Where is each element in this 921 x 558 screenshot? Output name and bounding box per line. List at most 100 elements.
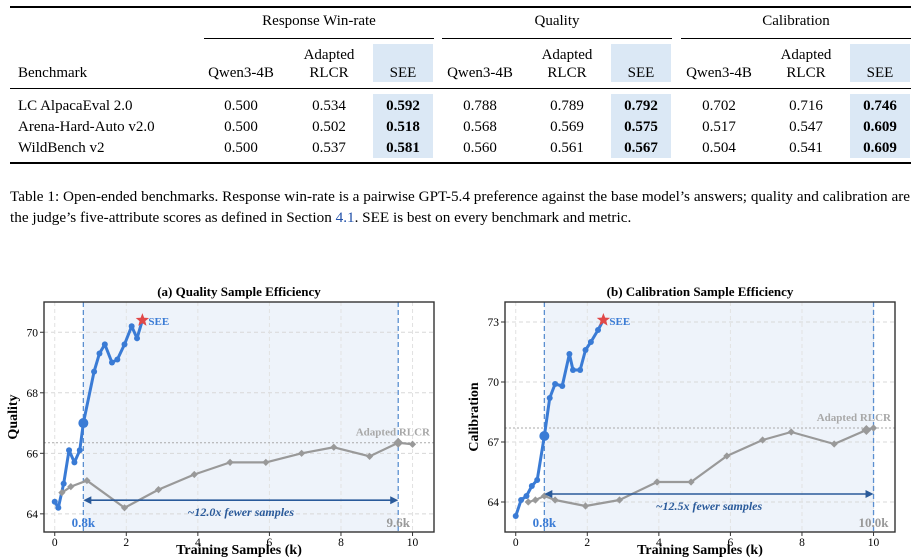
y-tick-label: 64 [488,497,500,509]
vline-label: 0.8k [72,515,96,530]
rlcr-data-point [759,436,767,444]
see-data-point [552,381,559,387]
see-data-point [566,351,573,357]
arrow-head-left [544,490,553,498]
see-data-point [66,447,73,454]
benchmark-name: Arena-Hard-Auto v2.0 [18,119,155,135]
score-cell: 0.534 [312,98,346,114]
results-table: Response Win-rate Quality Calibration Be… [0,0,921,170]
rlcr-data-point [869,424,878,432]
see-data-point [528,483,535,489]
score-cell: 0.504 [702,140,736,156]
see-data-point [134,335,141,342]
x-axis-label: Training Samples (k) [176,543,302,558]
see-data-point [71,459,78,466]
rlcr-data-point [524,498,532,506]
rlcr-data-point [581,502,590,510]
see-series-line [53,319,144,510]
x-tick-label: 4 [656,537,662,549]
x-tick-label: 0 [52,537,58,549]
see-data-point [539,431,550,441]
column-header-rlcr-top: Adapted [541,47,593,63]
rlcr-data-point [687,478,695,486]
group-rule [681,38,911,39]
rlcr-data-point [298,449,306,457]
arrow-head-right [865,490,874,498]
efficiency-annotation: ~12.0x fewer samples [188,505,295,519]
rlcr-data-point [787,428,795,436]
x-tick-label: 8 [799,537,805,549]
score-cell: 0.541 [789,140,823,156]
rlcr-series-label: Adapted RLCR [356,427,431,439]
rlcr-data-point [723,452,731,460]
column-header-see: SEE [389,65,417,81]
arrow-head-left [83,496,92,505]
arrow-head-right [390,496,399,505]
rlcr-data-point [861,425,872,435]
table-bottom-rule [10,162,911,164]
vline-label: 0.8k [533,515,557,530]
rlcr-data-point [830,440,838,448]
group-header-quality: Quality [534,13,580,29]
y-tick-label: 73 [488,317,500,329]
see-data-point [91,368,98,375]
see-score-cell: 0.746 [863,98,897,114]
see-score-cell: 0.609 [863,140,897,156]
see-data-point [577,367,584,373]
see-column-highlight [373,44,433,82]
plot-frame [504,301,896,533]
y-tick-label: 66 [27,448,39,460]
group-rule [442,38,672,39]
see-score-cell: 0.592 [386,98,420,114]
see-data-point [121,341,128,348]
rlcr-series-label: Adapted RLCR [817,412,892,424]
caption-text: Table 1: Open-ended benchmarks. Response… [10,188,910,226]
x-axis-label: Training Samples (k) [637,543,763,558]
column-header-rlcr-top: Adapted [303,47,355,63]
rlcr-data-point [653,478,661,486]
see-series-label: SEE [609,316,630,328]
see-series-line [514,319,605,517]
score-cell: 0.702 [702,98,736,114]
score-cell: 0.502 [312,119,346,135]
see-data-point [96,350,103,357]
see-data-point [559,383,566,389]
x-tick-label: 8 [338,537,344,549]
group-rule [204,38,434,39]
group-header-win-rate: Response Win-rate [262,13,376,29]
x-tick-label: 10 [868,537,880,549]
see-final-star [135,313,150,326]
chart-quality-sample-efficiency: (a) Quality Sample Efficiency SEE Adapted … [0,282,460,558]
score-cell: 0.561 [550,140,584,156]
score-cell: 0.788 [463,98,497,114]
rlcr-data-point [408,440,417,448]
see-data-point [108,359,115,366]
column-header-base: Qwen3-4B [447,65,513,81]
see-data-point [51,498,58,505]
score-cell: 0.789 [550,98,584,114]
see-column-highlight [611,94,671,158]
column-header-see: SEE [627,65,655,81]
score-cell: 0.560 [463,140,497,156]
plot-frame [43,301,435,533]
rlcr-data-point [58,489,66,497]
column-header-base: Qwen3-4B [686,65,752,81]
column-header-benchmark: Benchmark [18,65,88,81]
score-cell: 0.537 [312,140,346,156]
section-link[interactable]: 4.1 [335,209,355,226]
y-axis-label: Quality [6,394,21,439]
vline-label: 10.0k [859,515,890,530]
score-cell: 0.568 [463,119,497,135]
see-score-cell: 0.518 [386,119,420,135]
see-data-point [569,367,576,373]
score-cell: 0.569 [550,119,584,135]
see-data-point [114,356,121,363]
column-header-base: Qwen3-4B [208,65,274,81]
x-tick-label: 10 [407,537,419,549]
column-header-rlcr: RLCR [547,65,587,81]
see-column-highlight [850,94,910,158]
see-column-highlight [373,94,433,158]
x-tick-label: 6 [728,537,734,549]
see-data-point [518,497,525,503]
x-tick-label: 2 [123,537,129,549]
